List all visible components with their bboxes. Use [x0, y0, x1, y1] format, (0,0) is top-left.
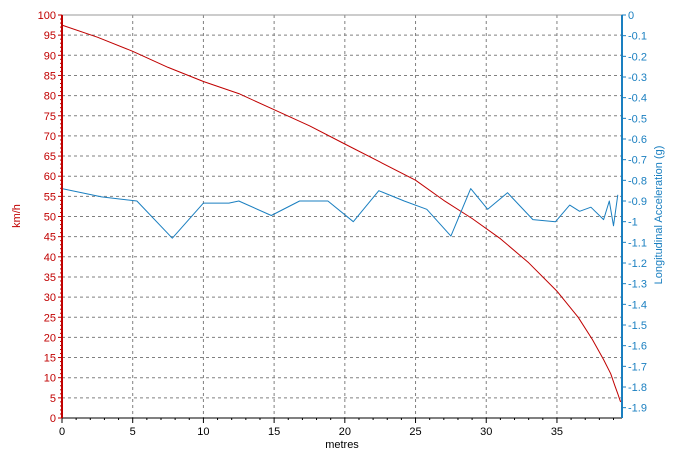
left-y-tick-label: 90: [44, 50, 56, 62]
x-tick-label: 15: [268, 426, 280, 438]
x-tick-label: 35: [551, 426, 563, 438]
right-y-tick-label: -0.1: [628, 31, 647, 43]
left-y-tick-label: 85: [44, 70, 56, 82]
x-axis-title: metres: [325, 439, 359, 451]
right-y-tick-label: -1: [628, 217, 638, 229]
x-tick-label: 10: [197, 426, 209, 438]
x-tick-label: 20: [339, 426, 351, 438]
right-y-tick-label: -0.3: [628, 72, 647, 84]
left-y-tick-label: 30: [44, 292, 56, 304]
left-y-tick-label: 65: [44, 151, 56, 163]
right-y-tick-label: -1.7: [628, 361, 647, 373]
left-y-tick-label: 55: [44, 191, 56, 203]
left-y-tick-label: 35: [44, 272, 56, 284]
right-y-tick-label: -1.3: [628, 279, 647, 291]
left-y-tick-label: 70: [44, 131, 56, 143]
right-y-tick-label: -1.5: [628, 320, 647, 332]
speed-series-line: [61, 24, 622, 403]
left-y-tick-label: 60: [44, 171, 56, 183]
left-y-tick-label: 5: [50, 393, 56, 405]
acceleration-series-layer: [61, 188, 619, 239]
left-y-tick-label: 95: [44, 30, 56, 42]
x-tick-label: 0: [59, 426, 65, 438]
x-tick-label: 5: [130, 426, 136, 438]
right-y-tick-label: -0.6: [628, 134, 647, 146]
x-tick-label: 25: [409, 426, 421, 438]
left-y-tick-label: 20: [44, 332, 56, 344]
right-y-tick-label: -0.4: [628, 93, 647, 105]
left-y-tick-label: 80: [44, 91, 56, 103]
right-y-tick-label: -1.6: [628, 341, 647, 353]
right-y-tick-label: -0.5: [628, 113, 647, 125]
right-y-tick-label: -0.9: [628, 196, 647, 208]
right-y-tick-label: -1.1: [628, 237, 647, 249]
left-y-tick-label: 40: [44, 252, 56, 264]
right-y-tick-label: 0: [628, 10, 634, 22]
speed-series-layer: [61, 24, 622, 403]
left-y-tick-label: 100: [38, 10, 56, 22]
right-y-tick-label: -0.7: [628, 155, 647, 167]
right-y-axis-title: Longitudinal Acceleration (g): [653, 146, 665, 285]
left-y-tick-label: 45: [44, 232, 56, 244]
right-y-tick-label: -1.8: [628, 382, 647, 394]
grid-layer: [62, 15, 622, 418]
left-y-tick-label: 75: [44, 111, 56, 123]
right-y-tick-label: -1.4: [628, 299, 647, 311]
right-y-tick-label: -1.2: [628, 258, 647, 270]
acceleration-series-line: [61, 188, 619, 239]
left-y-tick-label: 0: [50, 413, 56, 425]
left-y-axis-title: km/h: [11, 204, 23, 228]
left-y-tick-label: 50: [44, 212, 56, 224]
right-y-tick-label: -1.9: [628, 403, 647, 415]
right-y-tick-label: -0.8: [628, 175, 647, 187]
axes-layer: 0 5 10 15 20 25 30 35 0 5 10 15 20 25 30 35 40 45 50 55 60 65…: [38, 10, 647, 438]
left-y-tick-label: 10: [44, 373, 56, 385]
left-y-tick-label: 15: [44, 353, 56, 365]
x-tick-label: 30: [480, 426, 492, 438]
left-y-tick-label: 25: [44, 312, 56, 324]
right-y-tick-label: -0.2: [628, 51, 647, 63]
